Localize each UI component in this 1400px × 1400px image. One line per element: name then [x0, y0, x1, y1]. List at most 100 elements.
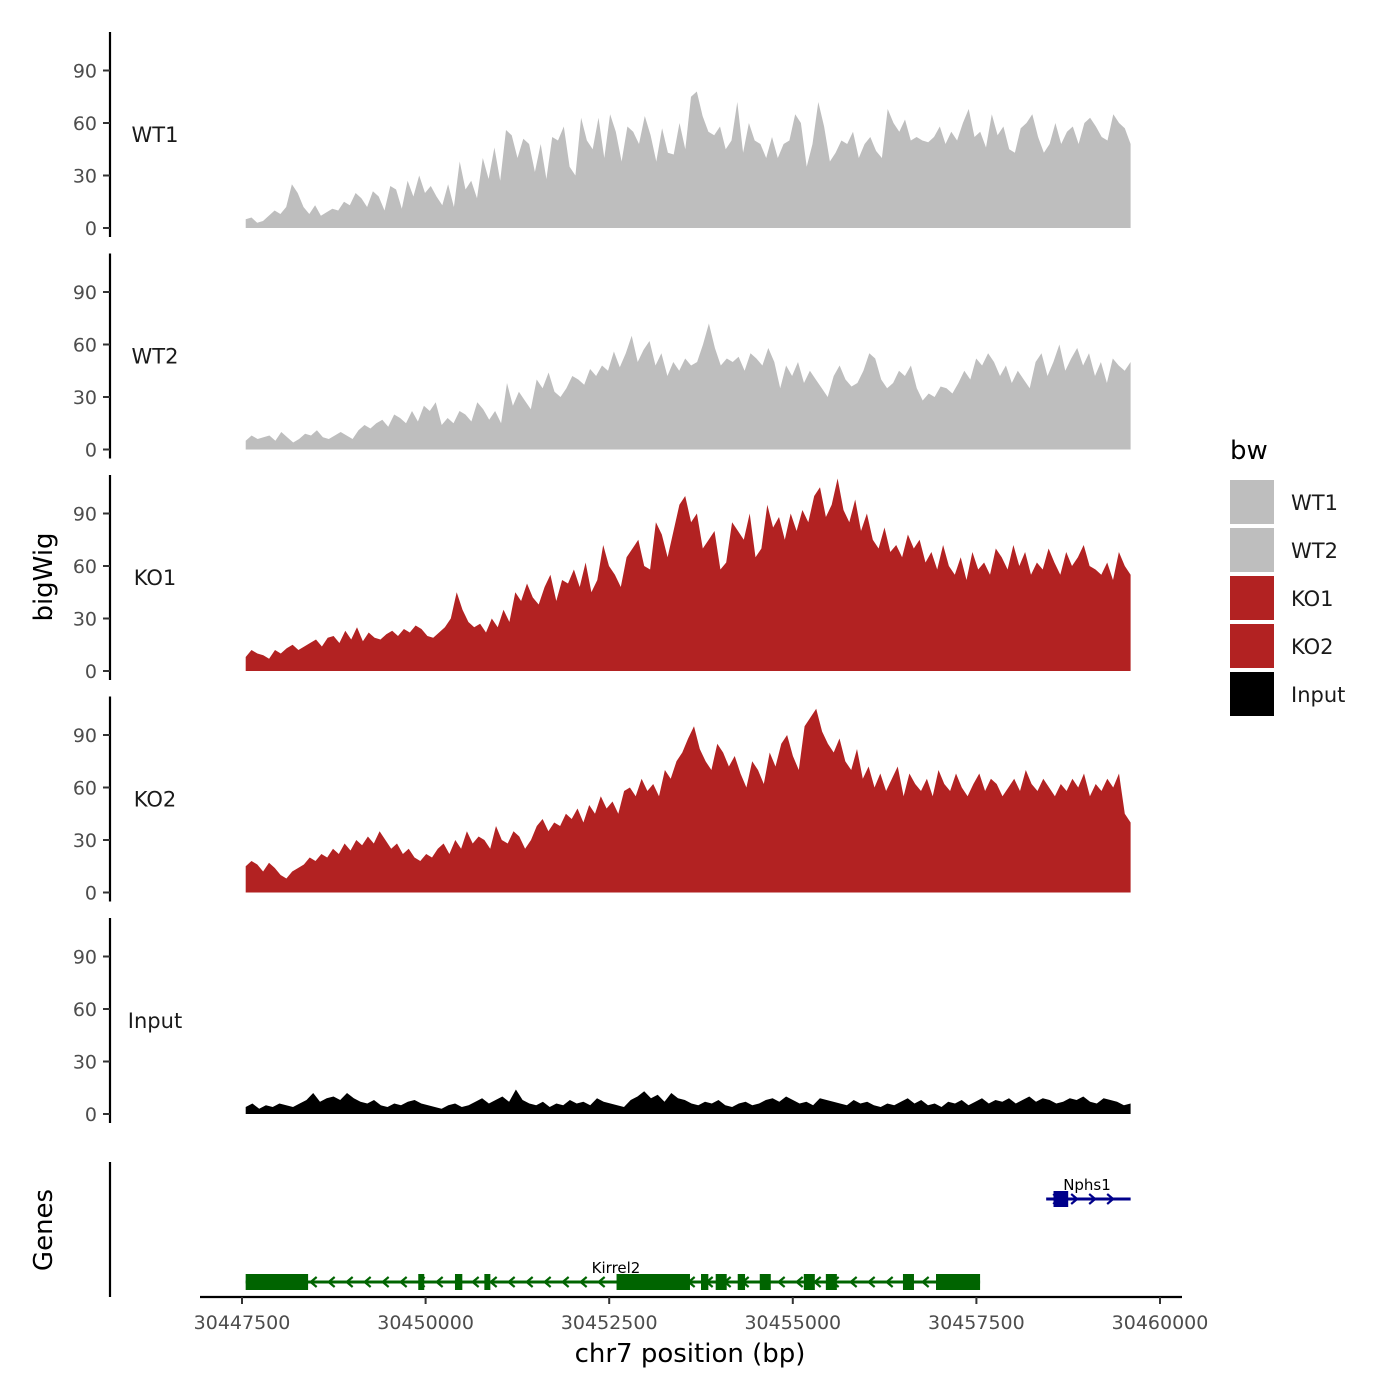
- y-tick-label: 90: [73, 61, 97, 83]
- legend-swatch: [1230, 624, 1274, 668]
- legend-swatch: [1230, 576, 1274, 620]
- track-label-wt1: WT1: [132, 123, 179, 147]
- y-tick-label: 30: [73, 609, 97, 631]
- legend-label: KO1: [1291, 587, 1334, 611]
- strand-arrow: [884, 1276, 894, 1288]
- y-tick-label: 60: [73, 335, 97, 357]
- strand-arrow: [506, 1276, 516, 1288]
- legend-label: Input: [1291, 683, 1345, 707]
- legend-swatch: [1230, 480, 1274, 524]
- x-tick-label: 30455000: [744, 1312, 841, 1334]
- series-area-ko1: [245, 478, 1131, 671]
- legend-title: bw: [1230, 436, 1268, 466]
- gene-kirrel2: Kirrel2: [245, 1259, 981, 1290]
- x-tick-label: 30457500: [928, 1312, 1025, 1334]
- exon: [902, 1274, 914, 1290]
- strand-arrow: [920, 1276, 930, 1288]
- y-tick-label: 30: [73, 166, 97, 188]
- exon: [616, 1274, 690, 1290]
- strand-arrow: [524, 1276, 534, 1288]
- exon: [715, 1274, 727, 1290]
- strand-arrow: [362, 1276, 372, 1288]
- legend-swatch: [1230, 528, 1274, 572]
- legend-item-input: Input: [1230, 672, 1345, 716]
- series-area-wt2: [245, 323, 1131, 450]
- exon: [1053, 1191, 1069, 1207]
- strand-arrow: [776, 1276, 786, 1288]
- exon: [484, 1274, 491, 1290]
- series-area-wt1: [245, 91, 1131, 228]
- legend-label: KO2: [1291, 635, 1334, 659]
- exon: [418, 1274, 425, 1290]
- strand-arrow: [848, 1276, 858, 1288]
- strand-arrow: [308, 1276, 318, 1288]
- legend-label: WT1: [1291, 491, 1338, 515]
- strand-arrow: [866, 1276, 876, 1288]
- strand-arrow: [794, 1276, 804, 1288]
- exon: [759, 1274, 771, 1290]
- y-tick-label: 30: [73, 830, 97, 852]
- x-tick-label: 30460000: [1112, 1312, 1209, 1334]
- y-axis-title: bigWig: [29, 532, 59, 621]
- x-axis: 30447500 30450000 30452500 30455000 30457500…: [194, 1295, 1209, 1334]
- y-tick-label: 0: [85, 218, 97, 240]
- y-tick-label: 60: [73, 778, 97, 800]
- x-tick-label: 30452500: [561, 1312, 658, 1334]
- y-tick-label: 30: [73, 387, 97, 409]
- track-label-ko1: KO1: [134, 566, 177, 590]
- track-wt1: 0 30 60 90 WT1: [73, 32, 1131, 240]
- y-tick-label: 90: [73, 282, 97, 304]
- track-label-wt2: WT2: [132, 345, 179, 369]
- track-label-ko2: KO2: [134, 788, 177, 812]
- gene-label: Kirrel2: [592, 1259, 641, 1277]
- genes-axis-title: Genes: [29, 1189, 59, 1271]
- signal-tracks: 0 30 60 90 WT1 0 30 60 90 WT2 0 30 60 90 KO1 0 30 60 90 KO2…: [73, 32, 1131, 1126]
- x-tick-label: 30450000: [377, 1312, 474, 1334]
- legend: bw WT1 WT2 KO1 KO2 Input: [1230, 436, 1345, 716]
- legend-swatch: [1230, 672, 1274, 716]
- strand-arrow: [560, 1276, 570, 1288]
- strand-arrow: [398, 1276, 408, 1288]
- strand-arrow: [380, 1276, 390, 1288]
- y-tick-label: 90: [73, 947, 97, 969]
- exon: [737, 1274, 746, 1290]
- track-wt2: 0 30 60 90 WT2: [73, 253, 1131, 462]
- strand-arrow: [596, 1276, 606, 1288]
- track-label-input: Input: [128, 1009, 182, 1033]
- strand-arrow: [1106, 1193, 1115, 1205]
- series-area-ko2: [245, 708, 1131, 893]
- y-tick-label: 0: [85, 440, 97, 462]
- y-tick-label: 90: [73, 725, 97, 747]
- exon: [245, 1274, 309, 1290]
- y-tick-label: 60: [73, 556, 97, 578]
- exon: [825, 1274, 837, 1290]
- exon: [701, 1274, 709, 1290]
- y-tick-label: 0: [85, 661, 97, 683]
- legend-item-ko1: KO1: [1230, 576, 1334, 620]
- y-tick-label: 60: [73, 113, 97, 135]
- legend-item-ko2: KO2: [1230, 624, 1334, 668]
- legend-item-wt1: WT1: [1230, 480, 1338, 524]
- track-ko1: 0 30 60 90 KO1: [73, 475, 1131, 683]
- exon: [454, 1274, 463, 1290]
- gene-annotation-track: Kirrel2 Nphs1: [108, 1162, 1131, 1297]
- exon: [936, 1274, 981, 1290]
- y-tick-label: 60: [73, 999, 97, 1021]
- strand-arrow: [542, 1276, 552, 1288]
- strand-arrow: [470, 1276, 480, 1288]
- strand-arrow: [1088, 1193, 1097, 1205]
- y-tick-label: 30: [73, 1052, 97, 1074]
- strand-arrow: [578, 1276, 588, 1288]
- x-tick-label: 30447500: [194, 1312, 291, 1334]
- legend-label: WT2: [1291, 539, 1338, 563]
- strand-arrow: [326, 1276, 336, 1288]
- legend-item-wt2: WT2: [1230, 528, 1338, 572]
- series-area-input: [245, 1089, 1131, 1114]
- strand-arrow: [344, 1276, 354, 1288]
- track-input: 0 30 60 90 Input: [73, 918, 1131, 1126]
- exon: [803, 1274, 815, 1290]
- strand-arrow: [434, 1276, 444, 1288]
- track-ko2: 0 30 60 90 KO2: [73, 696, 1131, 905]
- gene-nphs1: Nphs1: [1046, 1176, 1131, 1207]
